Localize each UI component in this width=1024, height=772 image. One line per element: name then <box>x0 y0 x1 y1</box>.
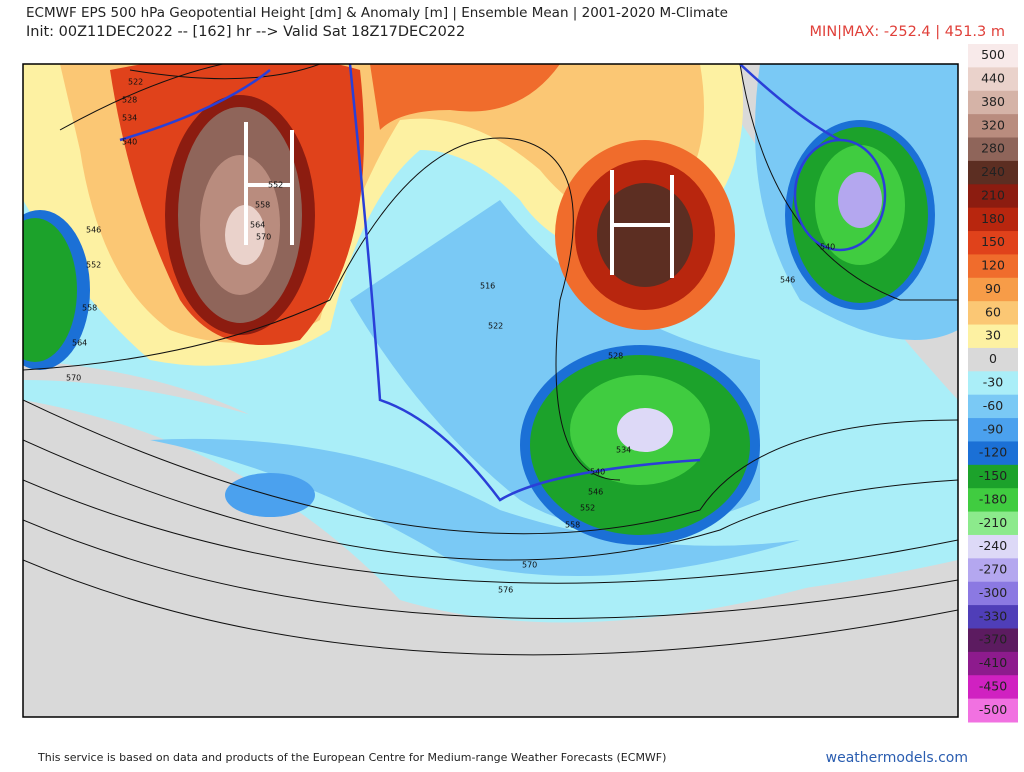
colorbar-label: 150 <box>981 234 1005 249</box>
colorbar-label: -450 <box>979 678 1007 693</box>
colorbar-label: 60 <box>985 304 1001 319</box>
colorbar-label: -500 <box>979 702 1007 717</box>
contour-label: 558 <box>565 521 580 530</box>
contour-label: 534 <box>616 446 631 455</box>
colorbar-swatch <box>968 301 1018 326</box>
contour-label: 522 <box>488 322 503 331</box>
colorbar-label: -300 <box>979 585 1007 600</box>
colorbar-swatch <box>968 464 1018 489</box>
contour-label: 546 <box>86 226 101 235</box>
colorbar-swatch <box>968 324 1018 349</box>
contour-label: 570 <box>256 233 271 242</box>
colorbar-swatch <box>968 207 1018 232</box>
colorbar-label: 320 <box>981 117 1005 132</box>
colorbar-swatch <box>968 441 1018 466</box>
colorbar-swatch <box>968 90 1018 115</box>
colorbar-swatch <box>968 558 1018 583</box>
colorbar-swatch <box>968 605 1018 629</box>
colorbar-swatch <box>968 394 1018 419</box>
colorbar-label: -270 <box>979 562 1007 577</box>
colorbar-swatch <box>968 651 1018 676</box>
min-max: MIN|MAX: -252.4 | 451.3 m <box>810 24 1005 40</box>
colorbar-label: -90 <box>983 421 1003 436</box>
contour-label: 540 <box>590 468 605 477</box>
colorbar-swatch <box>968 137 1018 162</box>
colorbar-swatch <box>968 488 1018 513</box>
colorbar-swatch <box>968 534 1018 559</box>
colorbar-label: 30 <box>985 328 1001 343</box>
footer-site: weathermodels.com <box>826 750 968 766</box>
title: ECMWF EPS 500 hPa Geopotential Height [d… <box>26 5 728 21</box>
contour-label: 528 <box>122 96 137 105</box>
colorbar-label: -240 <box>979 538 1007 553</box>
colorbar-label: 120 <box>981 258 1005 273</box>
contour-label: 552 <box>86 261 101 270</box>
contour-label: 546 <box>588 488 603 497</box>
contour-label: 540 <box>122 138 137 147</box>
colorbar-label: -330 <box>979 608 1007 623</box>
colorbar-swatch <box>968 160 1018 185</box>
contour-label: 570 <box>66 374 81 383</box>
colorbar-label: 380 <box>981 94 1005 109</box>
contour-label: 516 <box>480 282 495 291</box>
colorbar-swatch <box>968 347 1018 372</box>
colorbar-label: 90 <box>985 281 1001 296</box>
colorbar-label: 180 <box>981 211 1005 226</box>
colorbar-label: 280 <box>981 141 1005 156</box>
footer-notice: This service is based on data and produc… <box>37 751 666 764</box>
colorbar-label: -180 <box>979 491 1007 506</box>
contour-label: 564 <box>250 221 265 230</box>
colorbar-label: -30 <box>983 375 1003 390</box>
colorbar-label: -120 <box>979 445 1007 460</box>
contour-label: 540 <box>820 243 835 252</box>
colorbar-label: 440 <box>981 71 1005 86</box>
colorbar-label: -60 <box>983 398 1003 413</box>
colorbar-swatch <box>968 628 1018 653</box>
colorbar-label: 240 <box>981 164 1005 179</box>
colorbar-swatch <box>968 67 1018 92</box>
colorbar-swatch <box>968 231 1018 255</box>
colorbar-label: 0 <box>989 351 997 366</box>
colorbar-label: -210 <box>979 515 1007 530</box>
colorbar-swatch <box>968 184 1018 209</box>
colorbar-label: 210 <box>981 187 1005 202</box>
colorbar-swatch <box>968 44 1018 68</box>
contour-label: 534 <box>122 114 137 123</box>
contour-label: 558 <box>82 304 97 313</box>
contour-label: 522 <box>128 78 143 87</box>
colorbar-label: -370 <box>979 632 1007 647</box>
map: H H 522528534540546552558564570516522528… <box>23 64 958 717</box>
colorbar-swatch <box>968 511 1018 536</box>
contour-label: 558 <box>255 201 270 210</box>
colorbar-label: -410 <box>979 655 1007 670</box>
contour-label: 576 <box>498 586 513 595</box>
contour-label: 546 <box>780 276 795 285</box>
colorbar-swatch <box>968 698 1018 723</box>
contour-label: 564 <box>72 339 87 348</box>
colorbar-label: 500 <box>981 47 1005 62</box>
contour-label: 552 <box>580 504 595 513</box>
subtitle: Init: 00Z11DEC2022 -- [162] hr --> Valid… <box>26 24 465 40</box>
colorbar-swatch <box>968 418 1018 442</box>
colorbar-swatch <box>968 371 1018 396</box>
contour-label: 552 <box>268 181 283 190</box>
contour-label: 570 <box>522 561 537 570</box>
colorbar-swatch <box>968 254 1018 279</box>
colorbar-swatch <box>968 675 1018 700</box>
contour-label: 528 <box>608 352 623 361</box>
colorbar-swatch <box>968 581 1018 606</box>
colorbar-label: -150 <box>979 468 1007 483</box>
colorbar-swatch <box>968 277 1018 302</box>
map-frame <box>22 63 959 718</box>
colorbar-swatch <box>968 114 1018 139</box>
